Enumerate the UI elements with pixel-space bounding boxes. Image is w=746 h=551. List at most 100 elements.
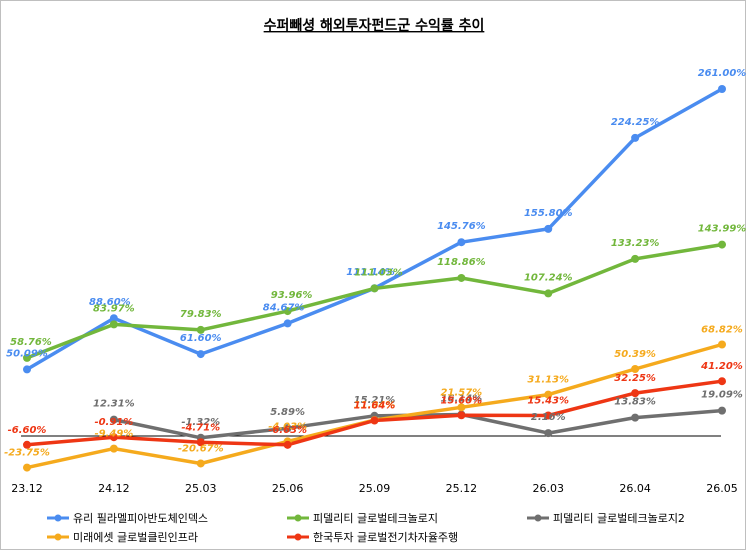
data-point-0-3 <box>283 319 292 328</box>
x-tick-label-0: 23.12 <box>11 482 43 495</box>
data-point-0-1 <box>109 314 118 323</box>
data-point-4-0 <box>23 440 31 449</box>
data-label-1-8: 143.99% <box>698 224 746 235</box>
series-data-labels: 50.09% 88.60% 61.60% 84.67% 111.14% 145.76% 15… <box>4 68 746 459</box>
data-point-0-7 <box>631 133 640 142</box>
data-point-1-8 <box>718 240 726 249</box>
x-tick-label-2: 25.03 <box>185 482 217 495</box>
data-label-2-7: 13.83% <box>614 397 656 408</box>
data-label-2-5: 16.14% <box>441 394 483 405</box>
legend-swatch-dot-1 <box>294 514 302 522</box>
data-label-3-8: 68.82% <box>701 325 743 336</box>
x-axis-tick-labels: 23.12 24.12 25.03 25.06 25.09 25.12 26.03 26.04… <box>11 482 738 495</box>
data-point-1-6 <box>544 289 553 298</box>
data-label-3-1: -9.49% <box>94 429 133 440</box>
data-label-1-3: 93.96% <box>271 290 313 301</box>
data-label-1-0: 58.76% <box>10 337 52 348</box>
data-label-4-7: 32.25% <box>614 373 656 384</box>
data-point-4-1 <box>109 433 118 442</box>
legend-entry-0: 유리 필라멜피아반도체인덱스 <box>73 512 208 525</box>
data-point-4-7 <box>631 389 640 398</box>
data-point-4-6 <box>544 411 553 420</box>
legend-entry-2: 피델리티 글로벌테크놀로지2 <box>553 512 685 525</box>
legend-entry-1: 피델리티 글로벌테크놀로지 <box>313 512 438 525</box>
data-point-3-1 <box>109 444 118 453</box>
x-tick-label-3: 25.06 <box>272 482 304 495</box>
data-label-3-4: 11.94% <box>354 400 396 411</box>
data-point-2-1 <box>109 415 118 424</box>
x-tick-label-6: 26.03 <box>533 482 565 495</box>
data-label-0-1: 88.60% <box>89 297 131 308</box>
data-label-4-6: 15.43% <box>527 395 569 406</box>
data-label-2-8: 19.09% <box>701 390 743 401</box>
data-label-1-5: 118.86% <box>437 257 486 268</box>
data-point-3-5 <box>457 403 466 412</box>
data-label-1-6: 107.24% <box>524 272 573 283</box>
x-tick-label-5: 25.12 <box>446 482 478 495</box>
data-label-4-2: -4.71% <box>181 422 220 433</box>
legend-swatch-dot-2 <box>534 514 542 522</box>
data-point-4-8 <box>718 377 726 386</box>
data-point-4-3 <box>283 440 292 449</box>
data-label-3-6: 31.13% <box>527 375 569 386</box>
x-tick-label-7: 26.04 <box>619 482 651 495</box>
data-label-0-6: 155.80% <box>524 208 573 219</box>
data-label-3-7: 50.39% <box>614 349 656 360</box>
data-point-1-2 <box>196 325 205 334</box>
data-label-2-6: 2.16% <box>531 412 566 423</box>
data-label-4-0: -6.60% <box>8 425 47 436</box>
data-label-3-0: -23.75% <box>4 448 50 459</box>
data-label-0-0: 50.09% <box>6 348 48 359</box>
data-point-0-6 <box>544 224 553 233</box>
data-point-2-8 <box>718 406 726 415</box>
x-tick-label-1: 24.12 <box>98 482 130 495</box>
data-point-0-8 <box>718 85 726 93</box>
data-label-1-1: 83.97% <box>93 303 135 314</box>
data-label-1-4: 111.03% <box>354 267 403 278</box>
data-point-1-4 <box>370 284 379 293</box>
data-point-0-2 <box>196 350 205 359</box>
data-label-0-4: 111.14% <box>346 267 395 278</box>
data-point-4-5 <box>457 411 466 420</box>
data-point-4-4 <box>370 416 379 425</box>
data-point-1-0 <box>23 353 31 362</box>
data-point-3-6 <box>544 390 553 399</box>
data-label-2-4: 15.21% <box>354 395 396 406</box>
data-point-2-7 <box>631 413 640 422</box>
data-label-2-1: 12.31% <box>93 399 135 410</box>
data-label-4-3: -6.63% <box>268 425 307 436</box>
data-label-3-3: -4.03% <box>268 421 307 432</box>
data-point-3-0 <box>23 463 31 472</box>
chart-title: 수퍼빼셩 해외투자펀드군 수익률 추이 <box>264 17 485 34</box>
data-label-0-7: 224.25% <box>611 117 660 128</box>
x-tick-label-8: 26.05 <box>706 482 738 495</box>
data-label-2-3: 5.89% <box>270 407 305 418</box>
data-point-3-8 <box>718 340 726 349</box>
data-point-1-3 <box>283 307 292 316</box>
legend-entry-4: 한국투자 글로벌전기차자율주행 <box>313 531 458 544</box>
data-point-4-2 <box>196 438 205 447</box>
data-label-3-5: 21.57% <box>441 387 483 398</box>
data-label-4-5: 15.60% <box>441 395 483 406</box>
legend-swatch-dot-0 <box>54 514 62 522</box>
data-point-3-2 <box>196 459 205 468</box>
legend: 유리 필라멜피아반도체인덱스 피델리티 글로벌테크놀로지 피델리티 글로벌테크놀로지… <box>47 512 685 544</box>
data-label-1-2: 79.83% <box>180 309 222 320</box>
legend-swatch-dot-3 <box>54 533 62 541</box>
data-label-0-5: 145.76% <box>437 221 486 232</box>
data-label-0-3: 84.67% <box>263 302 305 313</box>
series-line-0 <box>25 87 724 372</box>
data-point-1-5 <box>457 273 466 282</box>
data-label-3-2: -20.67% <box>178 443 224 454</box>
data-label-4-1: -0.91% <box>94 417 133 428</box>
x-tick-label-4: 25.09 <box>359 482 391 495</box>
data-label-1-7: 133.23% <box>611 238 660 249</box>
data-point-2-3 <box>283 424 292 433</box>
data-label-2-2: -1.32% <box>181 417 220 428</box>
data-point-0-0 <box>23 365 31 374</box>
legend-swatch-dot-4 <box>294 533 302 541</box>
data-label-0-8: 261.00% <box>698 68 746 79</box>
data-label-4-4: 11.64% <box>354 401 396 412</box>
